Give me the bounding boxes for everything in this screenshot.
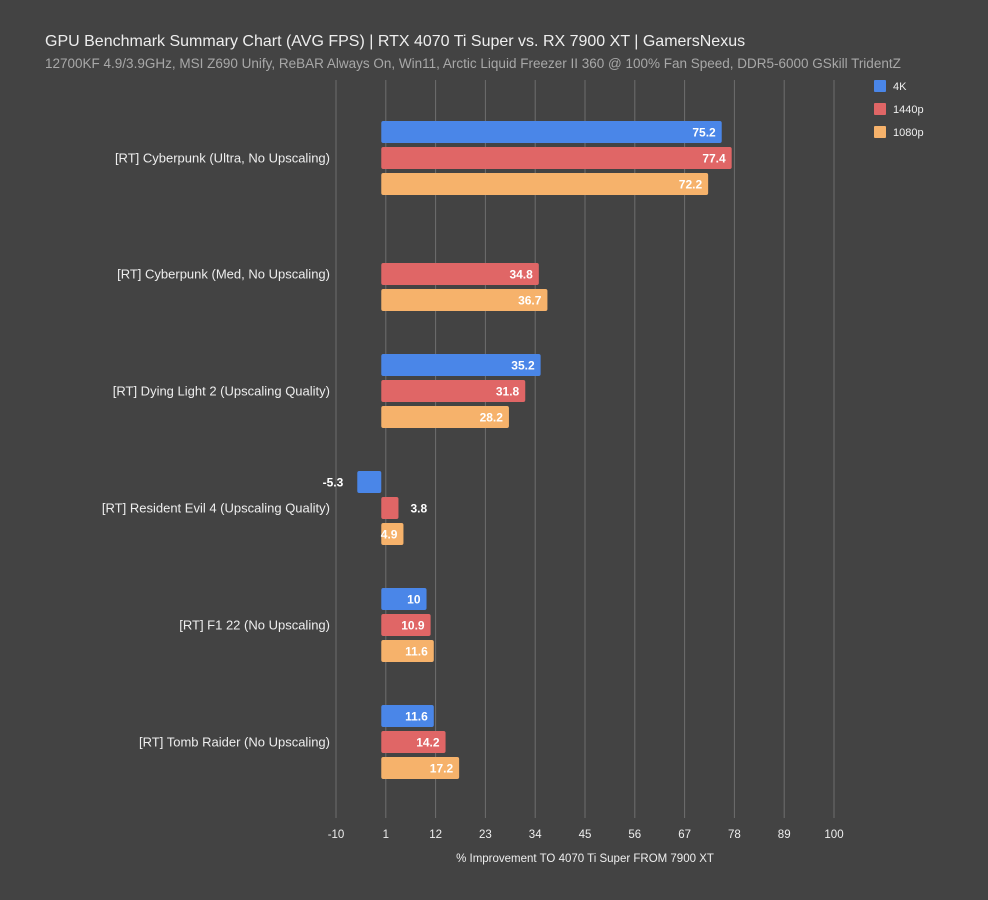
x-tick-label: 89 [778, 829, 791, 841]
data-label: 11.6 [405, 710, 428, 724]
legend-swatch-1080p [874, 126, 886, 138]
bar-4K [357, 471, 382, 493]
x-ticks: -10 1 12 23 34 45 56 67 78 89 100 [328, 829, 844, 841]
category-label: [RT] Cyberpunk (Med, No Upscaling) [117, 267, 330, 282]
data-label: 10.9 [401, 619, 425, 633]
data-label: 10 [407, 593, 421, 607]
data-label: 28.2 [480, 411, 504, 425]
legend: 4K 1440p 1080p [874, 80, 924, 139]
data-label: 35.2 [511, 359, 535, 373]
bars: 75.2 77.4 72.2 34.8 36.7 35.2 31.8 28.2 -5.3 3.8 4… [323, 121, 732, 779]
legend-label: 4K [893, 81, 907, 93]
bar-1080p [381, 406, 509, 428]
bar-1080p [381, 640, 434, 662]
data-label: 34.8 [509, 268, 533, 282]
data-label: 4.9 [381, 528, 398, 542]
bar-1440p [381, 263, 539, 285]
data-label: 31.8 [496, 385, 520, 399]
gridlines [335, 80, 835, 818]
data-label: 11.6 [405, 645, 428, 659]
bar-1080p [381, 289, 548, 311]
bar-1440p [381, 147, 732, 169]
bar-1440p [381, 614, 431, 636]
bar-1080p [381, 173, 709, 195]
bar-1440p [381, 497, 399, 519]
x-tick-label: 78 [728, 829, 741, 841]
x-tick-label: 23 [479, 829, 492, 841]
legend-label: 1440p [893, 104, 924, 116]
category-label: [RT] Tomb Raider (No Upscaling) [139, 735, 330, 750]
chart-subtitle: 12700KF 4.9/3.9GHz, MSI Z690 Unify, ReBA… [45, 56, 901, 71]
x-tick-label: 67 [678, 829, 691, 841]
bar-1440p [381, 380, 526, 402]
category-label: [RT] Cyberpunk (Ultra, No Upscaling) [115, 151, 330, 166]
data-label: 3.8 [410, 502, 427, 516]
data-label: 36.7 [518, 294, 542, 308]
category-label: [RT] F1 22 (No Upscaling) [179, 618, 330, 633]
legend-swatch-1440p [874, 103, 886, 115]
legend-label: 1080p [893, 127, 924, 139]
bar-4K [381, 588, 427, 610]
x-tick-label: 100 [824, 829, 843, 841]
chart-title: GPU Benchmark Summary Chart (AVG FPS) | … [45, 33, 745, 50]
bar-4K [381, 354, 541, 376]
category-label: [RT] Dying Light 2 (Upscaling Quality) [113, 384, 330, 399]
data-label: 17.2 [430, 762, 454, 776]
bar-1080p [381, 523, 404, 545]
x-tick-label: 1 [383, 829, 389, 841]
data-label: 72.2 [679, 178, 703, 192]
bar-4K [381, 121, 722, 143]
bar-1440p [381, 731, 446, 753]
x-tick-label: 34 [529, 829, 542, 841]
legend-swatch-4K [874, 80, 886, 92]
data-label: 77.4 [702, 152, 726, 166]
data-label: -5.3 [323, 476, 344, 490]
data-label: 75.2 [692, 126, 716, 140]
bar-4K [381, 705, 434, 727]
x-tick-label: 56 [628, 829, 641, 841]
bar-1080p [381, 757, 460, 779]
x-tick-label: 45 [579, 829, 592, 841]
x-tick-label: -10 [328, 829, 345, 841]
category-labels: [RT] Cyberpunk (Ultra, No Upscaling) [RT]… [102, 151, 330, 750]
data-label: 14.2 [416, 736, 440, 750]
category-label: [RT] Resident Evil 4 (Upscaling Quality) [102, 501, 330, 516]
x-tick-label: 12 [429, 829, 442, 841]
x-axis-label: % Improvement TO 4070 Ti Super FROM 7900… [456, 853, 714, 865]
